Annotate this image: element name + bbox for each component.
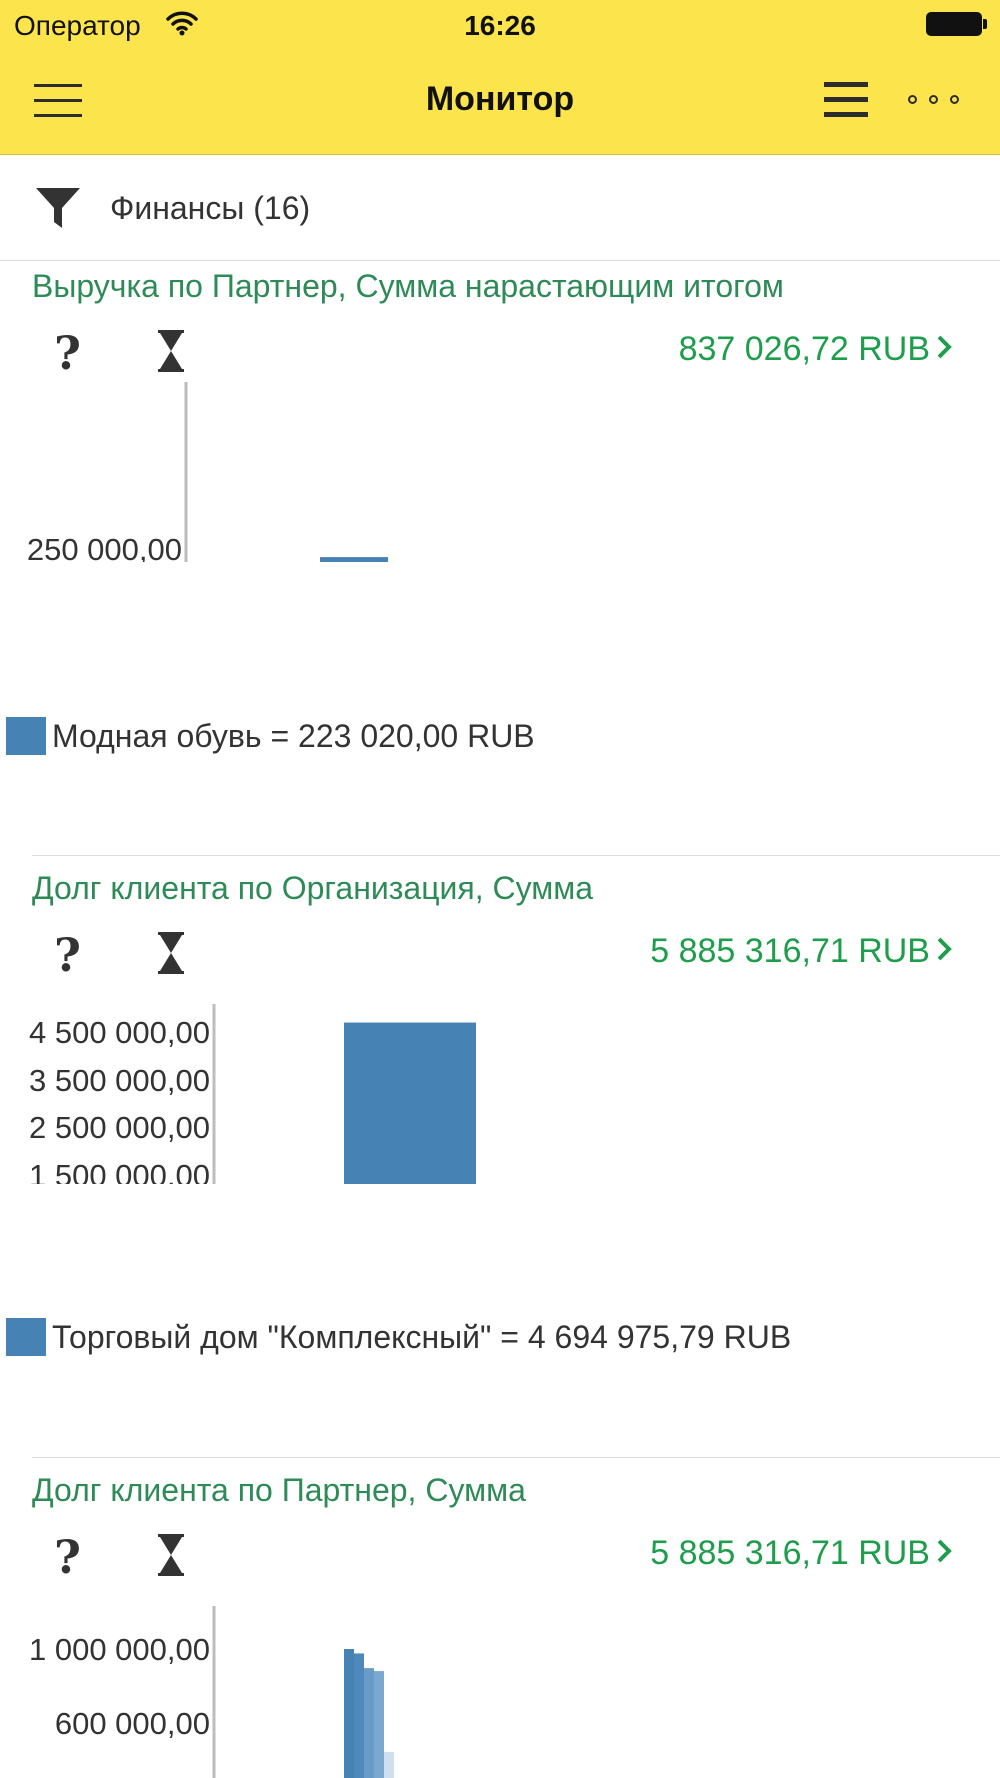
hourglass-icon[interactable] <box>158 330 184 377</box>
bar-chart: 4 500 000,00 3 500 000,00 2 500 000,00 1 50… <box>29 1004 476 1184</box>
y-tick-label: 1 000 000,00 <box>29 1632 210 1667</box>
hourglass-icon[interactable] <box>158 932 184 979</box>
bar[interactable] <box>364 1668 374 1778</box>
hamburger-menu-icon[interactable] <box>34 84 82 120</box>
status-time: 16:26 <box>464 10 536 41</box>
y-tick-label: 1 500 000,00 <box>29 1158 210 1184</box>
navigation-bar: Оператор 16:26 Монитор <box>0 0 1000 155</box>
bar-chart: 250 000,00Выручка <box>27 382 388 562</box>
page-title: Монитор <box>425 80 575 118</box>
y-tick-label: 4 500 000,00 <box>29 1015 210 1050</box>
total-value[interactable]: 837 026,72 RUB <box>679 330 952 369</box>
widget-title[interactable]: Выручка по Партнер, Сумма нарастающим ит… <box>32 268 784 304</box>
total-value[interactable]: 5 885 316,71 RUB <box>650 1534 952 1573</box>
chevron-right-icon <box>936 932 952 971</box>
more-icon[interactable] <box>908 90 964 112</box>
status-bar: Оператор 16:26 <box>0 0 1000 52</box>
chevron-right-icon <box>936 1534 952 1573</box>
filter-label[interactable]: Финансы (16) <box>110 190 311 226</box>
bar[interactable] <box>374 1671 384 1778</box>
y-tick-label: 3 500 000,00 <box>29 1063 210 1098</box>
legend-label: Торговый дом "Комплексный" = 4 694 975,7… <box>52 1319 792 1355</box>
total-value[interactable]: 5 885 316,71 RUB <box>650 932 952 971</box>
legend-swatch <box>6 716 46 755</box>
widget-title[interactable]: Долг клиента по Организация, Сумма <box>32 870 594 906</box>
help-icon[interactable]: ? <box>54 928 81 982</box>
legend-swatch <box>6 1317 46 1356</box>
carrier-label: Оператор <box>14 10 141 41</box>
bar[interactable] <box>320 557 388 562</box>
y-tick-label: 250 000,00 <box>27 532 182 562</box>
divider <box>32 855 1000 856</box>
chevron-right-icon <box>936 330 952 369</box>
y-tick-label: 600 000,00 <box>55 1706 210 1741</box>
help-icon[interactable]: ? <box>54 326 81 380</box>
bar[interactable] <box>344 1649 354 1778</box>
widget-card: Выручка по Партнер, Сумма нарастающим ит… <box>0 262 1000 782</box>
widget-card: Долг клиента по Организация, Сумма ? 5 8… <box>0 864 1000 1374</box>
chart-legend: Модная обувь = 223 020,00 RUB <box>6 716 535 758</box>
hourglass-icon[interactable] <box>158 1534 184 1581</box>
bar[interactable] <box>384 1751 394 1778</box>
filter-icon[interactable] <box>36 188 80 233</box>
bar-chart: 1 000 000,00 600 000,00 <box>29 1606 394 1778</box>
battery-icon <box>926 12 990 36</box>
list-icon[interactable] <box>824 82 868 120</box>
widget-card: Долг клиента по Партнер, Сумма ? 5 885 3… <box>0 1466 1000 1778</box>
chart-legend: Торговый дом "Комплексный" = 4 694 975,7… <box>6 1317 792 1359</box>
bar[interactable] <box>344 1022 476 1184</box>
widget-title[interactable]: Долг клиента по Партнер, Сумма <box>32 1472 526 1508</box>
y-tick-label: 2 500 000,00 <box>29 1110 210 1145</box>
legend-label: Модная обувь = 223 020,00 RUB <box>52 718 535 754</box>
divider <box>32 1457 1000 1458</box>
filter-bar[interactable]: Финансы (16) <box>0 154 1000 261</box>
help-icon[interactable]: ? <box>54 1530 81 1584</box>
wifi-icon <box>166 10 198 41</box>
bar[interactable] <box>354 1653 364 1778</box>
